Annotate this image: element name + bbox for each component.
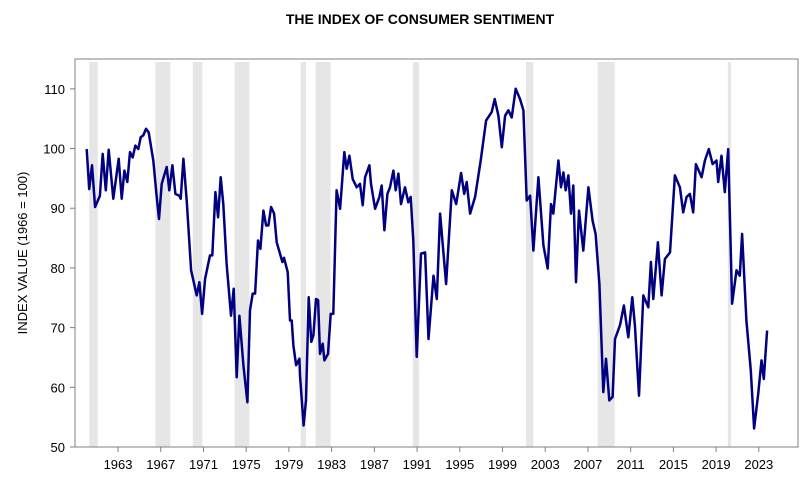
x-tick-label: 1975 xyxy=(232,457,261,472)
x-tick-label: 2019 xyxy=(702,457,731,472)
shaded-periods xyxy=(89,62,732,447)
y-tick-label: 70 xyxy=(51,321,65,336)
y-tick-label: 60 xyxy=(51,380,65,395)
x-tick-label: 1983 xyxy=(317,457,346,472)
x-tick-label: 1991 xyxy=(403,457,432,472)
y-tick-label: 80 xyxy=(51,261,65,276)
x-tick-label: 1979 xyxy=(274,457,303,472)
shaded-period xyxy=(412,62,420,447)
shaded-period xyxy=(155,62,171,447)
x-tick-label: 2023 xyxy=(744,457,773,472)
x-tick-label: 1999 xyxy=(488,457,517,472)
x-tick-label: 2015 xyxy=(659,457,688,472)
shaded-period xyxy=(315,62,331,447)
chart-title: THE INDEX OF CONSUMER SENTIMENT xyxy=(285,11,555,27)
plot-frame xyxy=(74,58,799,448)
y-tick-label: 90 xyxy=(51,201,65,216)
y-axis-label: INDEX VALUE (1966 = 100) xyxy=(15,172,30,335)
shaded-period xyxy=(525,62,534,447)
x-tick-label: 2007 xyxy=(573,457,602,472)
x-axis: 1963 1967 1971 1975 1979 1983 1987 1991 1995 1999… xyxy=(75,446,798,472)
shaded-period xyxy=(89,62,98,447)
y-tick-label: 50 xyxy=(51,440,65,455)
shaded-period xyxy=(727,62,732,447)
shaded-period xyxy=(192,62,203,447)
x-tick-label: 1963 xyxy=(104,457,133,472)
x-tick-label: 1987 xyxy=(360,457,389,472)
y-tick-label: 110 xyxy=(44,82,65,97)
x-tick-label: 2011 xyxy=(617,457,645,472)
y-axis: 50 60 70 80 90 100 110 xyxy=(43,59,76,455)
x-tick-label: 1995 xyxy=(445,457,474,472)
x-tick-label: 1967 xyxy=(146,457,175,472)
y-tick-label: 100 xyxy=(43,142,65,157)
shaded-period xyxy=(300,62,306,447)
x-tick-label: 2003 xyxy=(531,457,560,472)
x-tick-label: 1971 xyxy=(189,457,218,472)
series-line xyxy=(85,87,769,430)
